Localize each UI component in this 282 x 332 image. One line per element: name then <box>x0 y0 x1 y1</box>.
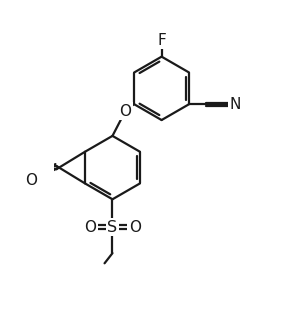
Text: F: F <box>157 33 166 48</box>
Text: S: S <box>107 220 118 235</box>
Text: O: O <box>129 220 141 235</box>
Text: O: O <box>84 220 96 235</box>
Text: O: O <box>119 104 131 119</box>
Text: O: O <box>25 173 37 188</box>
Text: N: N <box>229 97 241 112</box>
